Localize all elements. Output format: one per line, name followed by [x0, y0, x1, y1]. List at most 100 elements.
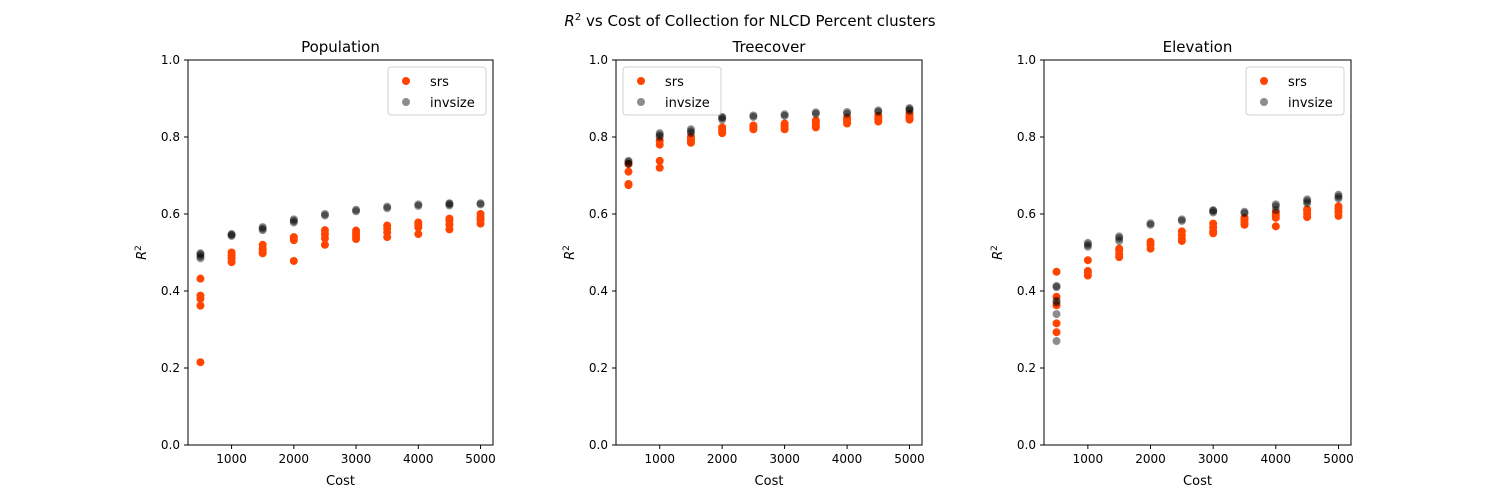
- point-invsize: [352, 205, 361, 214]
- point-invsize: [718, 115, 727, 124]
- legend: srs invsize: [622, 66, 722, 116]
- point-invsize: [780, 111, 789, 120]
- point-invsize: [1146, 220, 1155, 229]
- legend-box: [622, 66, 722, 116]
- y-tick-label: 0.2: [161, 361, 180, 375]
- point-invsize: [1115, 234, 1124, 243]
- point-invsize: [258, 224, 267, 233]
- point-srs: [1146, 237, 1155, 246]
- point-invsize: [905, 105, 914, 114]
- y-tick-label: 1.0: [589, 53, 608, 67]
- x-tick-label: 5000: [465, 452, 496, 466]
- point-srs: [874, 111, 883, 120]
- point-srs: [1303, 205, 1312, 214]
- y-tick-label: 0.4: [1017, 284, 1036, 298]
- x-tick-label: 5000: [894, 452, 925, 466]
- point-srs: [1083, 256, 1092, 265]
- x-tick-label: 4000: [832, 452, 863, 466]
- point-srs: [414, 218, 423, 227]
- y-axis-label: R2: [134, 245, 150, 260]
- legend-label-invsize: invsize: [1288, 96, 1333, 111]
- figure-suptitle: R2 vs Cost of Collection for NLCD Percen…: [564, 12, 935, 30]
- x-axis-label: Cost: [1183, 474, 1212, 489]
- suptitle-r: R: [564, 12, 574, 30]
- point-invsize: [905, 106, 914, 115]
- subplot-title: Population: [301, 38, 380, 56]
- point-invsize: [1083, 242, 1092, 251]
- point-invsize: [1052, 310, 1061, 319]
- point-invsize: [624, 158, 633, 167]
- point-invsize: [227, 231, 236, 240]
- point-invsize: [289, 216, 298, 225]
- x-tick-label: 2000: [707, 452, 738, 466]
- point-srs: [383, 221, 392, 230]
- point-srs: [624, 167, 633, 176]
- series-srs: [1052, 202, 1343, 337]
- point-srs: [1052, 292, 1061, 301]
- x-tick-label: 1000: [1073, 452, 1104, 466]
- point-invsize: [1334, 192, 1343, 201]
- y-tick-label: 0.2: [1017, 361, 1036, 375]
- point-invsize: [843, 107, 852, 116]
- point-srs: [196, 274, 205, 283]
- point-invsize: [414, 201, 423, 210]
- point-srs: [196, 291, 205, 300]
- legend-box: [387, 66, 487, 116]
- point-invsize: [1209, 206, 1218, 215]
- point-invsize: [1271, 202, 1280, 211]
- axes-frame: [187, 59, 494, 446]
- x-axis-label: Cost: [326, 474, 355, 489]
- point-invsize: [1115, 232, 1124, 241]
- point-srs: [476, 210, 485, 218]
- point-srs: [414, 230, 423, 239]
- point-invsize: [874, 107, 883, 116]
- point-invsize: [476, 199, 485, 208]
- legend-label-invsize: invsize: [430, 96, 475, 111]
- y-tick-label: 0.8: [161, 130, 180, 144]
- y-tick-label: 0.8: [589, 130, 608, 144]
- legend-marker-invsize: [402, 98, 410, 106]
- point-invsize: [1303, 197, 1312, 206]
- point-srs: [686, 133, 695, 141]
- point-srs: [1240, 213, 1249, 222]
- point-invsize: [811, 109, 820, 118]
- legend-label-srs: srs: [665, 75, 684, 90]
- point-invsize: [1209, 208, 1218, 217]
- y-tick-label: 0.0: [1017, 438, 1036, 452]
- point-invsize: [1052, 298, 1061, 307]
- x-tick-label: 2000: [1135, 452, 1166, 466]
- point-invsize: [655, 129, 664, 138]
- point-invsize: [780, 110, 789, 119]
- point-invsize: [749, 112, 758, 121]
- y-tick-label: 0.6: [589, 207, 608, 221]
- point-invsize: [1052, 281, 1061, 290]
- point-invsize: [905, 104, 914, 113]
- series-srs: [624, 109, 914, 190]
- point-invsize: [1115, 236, 1124, 245]
- legend-marker-srs: [402, 77, 410, 85]
- point-invsize: [196, 254, 205, 263]
- point-invsize: [258, 226, 267, 235]
- point-invsize: [1177, 216, 1186, 225]
- point-srs: [905, 109, 914, 118]
- point-srs: [655, 163, 664, 172]
- y-tick-label: 0.4: [589, 284, 608, 298]
- point-invsize: [655, 131, 664, 140]
- point-srs: [445, 214, 454, 223]
- legend-label-invsize: invsize: [665, 96, 710, 111]
- x-tick-label: 5000: [1323, 452, 1354, 466]
- y-tick-label: 0.6: [161, 207, 180, 221]
- point-srs: [624, 179, 633, 188]
- series-invsize: [196, 199, 485, 263]
- point-invsize: [445, 201, 454, 210]
- point-srs: [1177, 227, 1186, 236]
- point-srs: [258, 240, 267, 249]
- point-srs: [227, 248, 236, 257]
- y-tick-label: 0.0: [161, 438, 180, 452]
- point-invsize: [624, 156, 633, 165]
- series-srs: [196, 210, 485, 367]
- point-invsize: [1052, 283, 1061, 292]
- legend: srs invsize: [1245, 66, 1345, 116]
- legend-label-srs: srs: [1288, 75, 1307, 90]
